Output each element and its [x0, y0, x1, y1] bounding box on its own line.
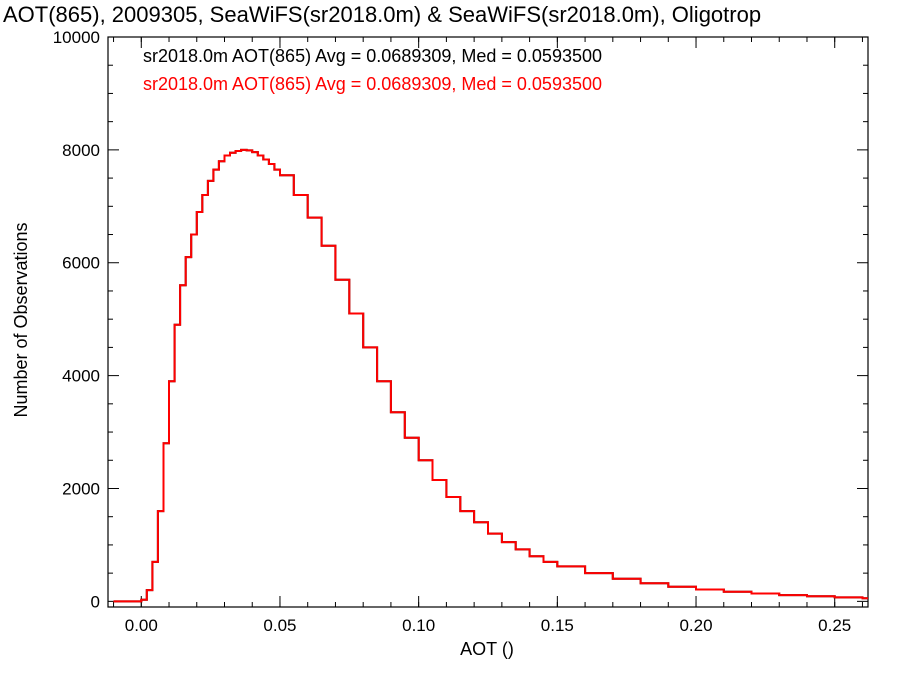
plot-frame — [107, 36, 869, 608]
x-tick-label: 0.25 — [818, 616, 851, 635]
series-layer — [113, 148, 868, 603]
annotation-layer: sr2018.0m AOT(865) Avg = 0.0689309, Med … — [143, 46, 602, 94]
y-tick-label: 8000 — [62, 141, 100, 160]
x-axis-label: AOT () — [460, 639, 514, 659]
plot-border — [107, 36, 869, 608]
series-line-2 — [113, 148, 868, 603]
x-tick-label: 0.10 — [402, 616, 435, 635]
y-axis: 0 2000 4000 6000 8000 10000 — [53, 28, 868, 611]
x-tick-label: 0.00 — [125, 616, 158, 635]
x-tick-label: 0.05 — [263, 616, 296, 635]
y-tick-label: 4000 — [62, 367, 100, 386]
y-tick-label: 6000 — [62, 254, 100, 273]
y-tick-label: 0 — [91, 592, 100, 611]
stats-annotation-1: sr2018.0m AOT(865) Avg = 0.0689309, Med … — [143, 46, 602, 66]
x-axis: 0.00 0.05 0.10 0.15 0.20 0.25 — [113, 37, 863, 635]
x-tick-label: 0.15 — [541, 616, 574, 635]
y-tick-label: 2000 — [62, 479, 100, 498]
y-tick-label: 10000 — [53, 28, 100, 47]
chart-title: AOT(865), 2009305, SeaWiFS(sr2018.0m) & … — [3, 2, 761, 27]
y-axis-label: Number of Observations — [11, 222, 31, 417]
x-tick-label: 0.20 — [679, 616, 712, 635]
stats-annotation-2: sr2018.0m AOT(865) Avg = 0.0689309, Med … — [143, 74, 602, 94]
